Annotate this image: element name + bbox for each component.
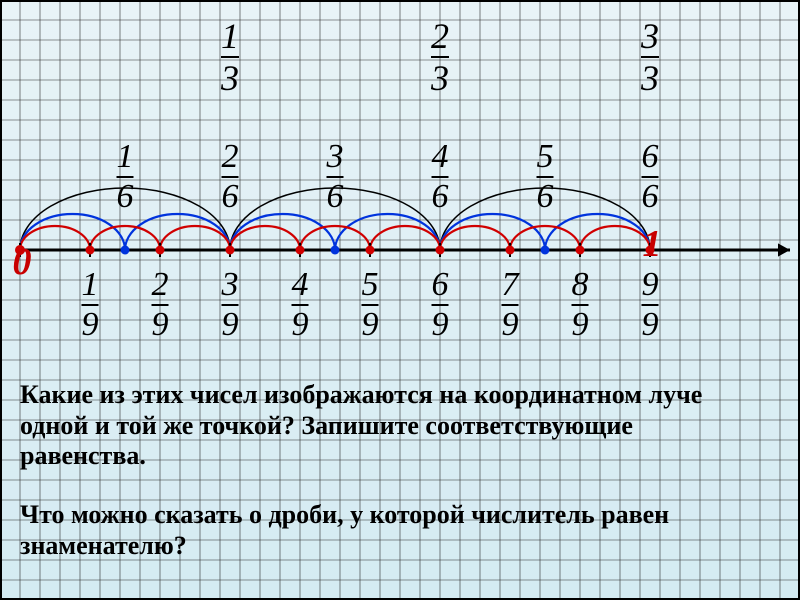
- fraction-denom: 9: [642, 308, 659, 342]
- fraction-label: 89: [572, 268, 589, 342]
- fraction-numer: 4: [432, 140, 449, 174]
- endpoint-one: 1: [643, 222, 662, 266]
- fraction-numer: 1: [82, 268, 99, 302]
- fraction-denom: 9: [572, 308, 589, 342]
- fraction-label: 59: [362, 268, 379, 342]
- fraction-numer: 6: [642, 140, 659, 174]
- fraction-denom: 9: [362, 308, 379, 342]
- fraction-label: 56: [537, 140, 554, 214]
- question-1: Какие из этих чисел изображаются на коор…: [20, 380, 760, 472]
- fraction-label: 36: [327, 140, 344, 214]
- fraction-label: 13: [221, 18, 239, 96]
- fraction-numer: 9: [642, 268, 659, 302]
- fraction-denom: 9: [432, 308, 449, 342]
- fraction-denom: 9: [82, 308, 99, 342]
- fraction-denom: 6: [117, 180, 134, 214]
- fraction-numer: 3: [641, 18, 659, 54]
- fraction-denom: 9: [502, 308, 519, 342]
- fraction-numer: 2: [152, 268, 169, 302]
- fraction-numer: 6: [432, 268, 449, 302]
- fraction-label: 49: [292, 268, 309, 342]
- fraction-denom: 9: [222, 308, 239, 342]
- fraction-numer: 8: [572, 268, 589, 302]
- fraction-denom: 6: [327, 180, 344, 214]
- fraction-label: 19: [82, 268, 99, 342]
- fraction-numer: 2: [222, 140, 239, 174]
- fraction-numer: 2: [431, 18, 449, 54]
- fraction-numer: 7: [502, 268, 519, 302]
- fraction-label: 66: [642, 140, 659, 214]
- fraction-denom: 3: [641, 60, 659, 96]
- fraction-label: 69: [432, 268, 449, 342]
- fraction-label: 39: [222, 268, 239, 342]
- fraction-label: 26: [222, 140, 239, 214]
- fraction-denom: 9: [292, 308, 309, 342]
- fraction-denom: 3: [431, 60, 449, 96]
- fraction-denom: 6: [222, 180, 239, 214]
- fraction-denom: 6: [537, 180, 554, 214]
- fraction-numer: 5: [537, 140, 554, 174]
- fraction-label: 23: [431, 18, 449, 96]
- fraction-label: 99: [642, 268, 659, 342]
- question-2: Что можно сказать о дроби, у которой чис…: [20, 500, 760, 561]
- fraction-numer: 1: [117, 140, 134, 174]
- endpoint-zero: 0: [13, 240, 32, 284]
- fraction-label: 29: [152, 268, 169, 342]
- fraction-label: 33: [641, 18, 659, 96]
- fraction-denom: 9: [152, 308, 169, 342]
- fraction-label: 16: [117, 140, 134, 214]
- fraction-denom: 6: [432, 180, 449, 214]
- fraction-numer: 3: [222, 268, 239, 302]
- fraction-numer: 1: [221, 18, 239, 54]
- fraction-denom: 3: [221, 60, 239, 96]
- fraction-denom: 6: [642, 180, 659, 214]
- fraction-numer: 4: [292, 268, 309, 302]
- fraction-label: 79: [502, 268, 519, 342]
- fraction-numer: 3: [327, 140, 344, 174]
- fraction-numer: 5: [362, 268, 379, 302]
- fraction-label: 46: [432, 140, 449, 214]
